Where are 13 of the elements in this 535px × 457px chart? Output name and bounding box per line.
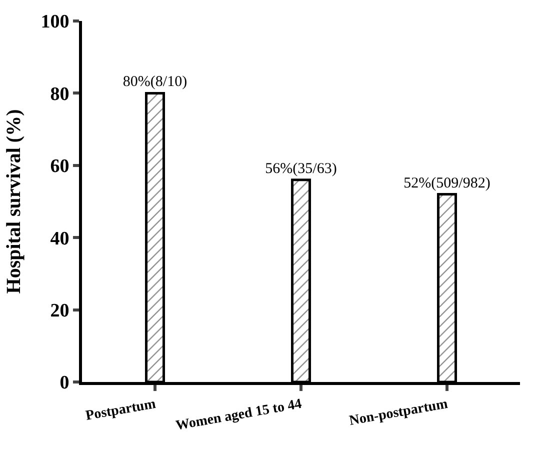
y-tick-label: 20 — [50, 300, 70, 322]
x-tick-label: Women aged 15 to 44 — [174, 396, 303, 434]
x-tick-label: Postpartum — [84, 396, 158, 424]
y-tick-label: 60 — [50, 156, 70, 178]
y-tick-label: 40 — [50, 228, 70, 250]
y-axis-title: Hospital survival (%) — [3, 109, 26, 294]
x-tick-label: Non-postpartum — [348, 396, 450, 429]
data-label: 80%(8/10) — [122, 74, 188, 90]
data-label: 56%(35/63) — [265, 160, 337, 177]
y-tick-label: 100 — [40, 12, 70, 33]
y-tick-label: 80 — [50, 84, 70, 105]
y-tick-label: 0 — [60, 372, 70, 394]
data-label: 52%(509/982) — [404, 175, 490, 192]
